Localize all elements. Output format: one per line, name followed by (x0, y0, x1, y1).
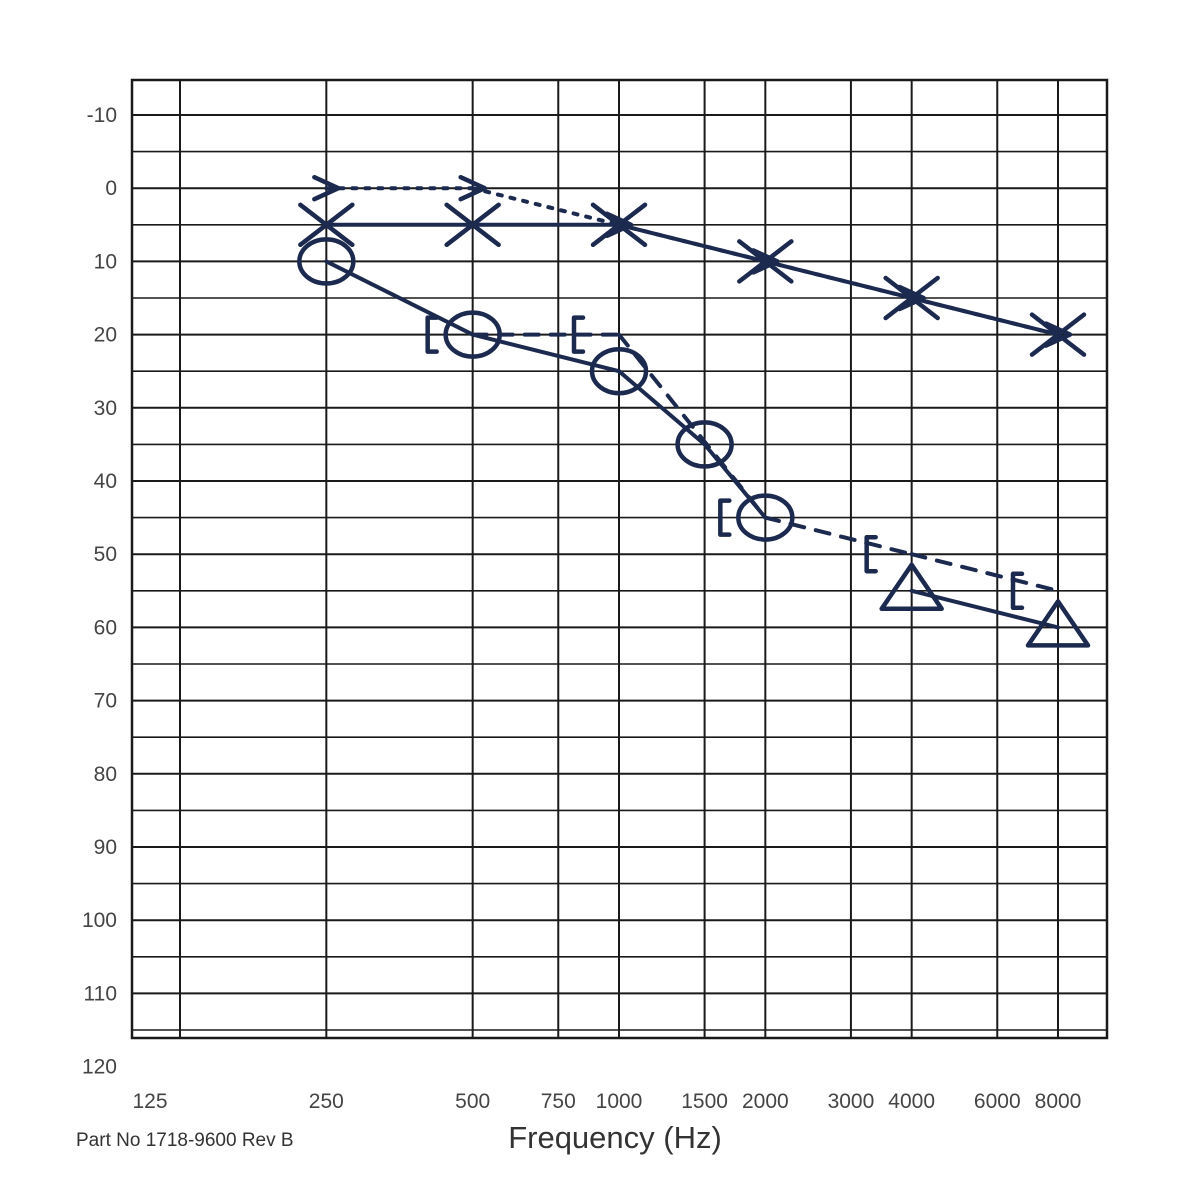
x-tick-label: 6000 (974, 1090, 1021, 1113)
y-tick-label: 10 (94, 250, 117, 273)
gt-marks-point (604, 211, 634, 239)
series-marks (297, 174, 1091, 648)
gt-marks-connector (763, 259, 914, 300)
y-tick-label: 90 (94, 836, 117, 859)
x-tick-labels: 125 250 500 750 1000 1500 2000 3000 4000 6000 8000 (132, 1090, 1081, 1113)
y-tick-label: 60 (94, 616, 117, 639)
x-marks-point (590, 202, 648, 248)
triangle-marks-point (879, 562, 944, 612)
gt-marks-connector (617, 222, 768, 264)
gt-marks-connector (909, 296, 1060, 337)
gt-marks-connector (470, 186, 621, 227)
y-tick-labels: -10 0 10 20 30 40 50 60 70 80 90 100 110 120 (82, 104, 117, 1079)
x-axis-label: Frequency (Hz) (508, 1120, 722, 1155)
x-tick-label: 500 (455, 1090, 490, 1113)
x-marks-point (444, 202, 501, 248)
bracket-marks-point (571, 315, 586, 354)
o-marks-point (589, 346, 649, 396)
grid (132, 80, 1107, 1038)
gt-marks-point (751, 248, 780, 275)
x-marks-point (737, 239, 794, 284)
bracket-marks-point (1010, 571, 1025, 611)
gt-marks-point (312, 174, 341, 202)
y-tick-label: 50 (94, 543, 117, 566)
x-marks-point (1029, 312, 1087, 357)
x-tick-label: 125 (132, 1090, 167, 1113)
x-tick-label: 8000 (1035, 1090, 1082, 1113)
bracket-marks-connector (763, 515, 914, 557)
plot-frame (130, 78, 1109, 1040)
o-marks-connector (617, 369, 707, 447)
y-tick-label: 100 (82, 909, 117, 932)
part-number: Part No 1718-9600 Rev B (76, 1130, 294, 1151)
y-tick-label: 30 (94, 397, 117, 420)
o-marks-point (443, 310, 502, 359)
triangle-marks-point (1025, 599, 1091, 648)
x-tick-label: 250 (309, 1090, 344, 1113)
gt-marks-point (458, 174, 487, 202)
x-tick-label: 4000 (888, 1090, 935, 1113)
bracket-marks-connector (909, 552, 1060, 593)
o-marks-connector (470, 332, 621, 374)
y-tick-label: 120 (82, 1056, 117, 1079)
y-tick-label: 20 (94, 324, 117, 347)
bracket-marks-point (718, 498, 732, 537)
x-tick-label: 2000 (742, 1090, 789, 1113)
gt-marks-point (1043, 321, 1073, 348)
y-tick-label: -10 (87, 104, 117, 127)
o-marks-point (736, 493, 795, 542)
x-tick-label: 1000 (596, 1090, 643, 1113)
bracket-marks-point (425, 315, 439, 354)
gt-marks-point (897, 284, 926, 312)
bracket-marks-point (864, 534, 878, 574)
x-tick-label: 750 (541, 1090, 576, 1113)
x-marks-point (883, 275, 940, 321)
y-tick-label: 110 (84, 982, 117, 1005)
o-marks-point (297, 237, 356, 286)
x-tick-label: 3000 (828, 1090, 875, 1113)
y-tick-label: 80 (94, 763, 117, 786)
x-tick-label: 1500 (681, 1090, 728, 1113)
y-tick-label: 0 (105, 177, 117, 200)
o-marks-point (675, 420, 734, 469)
y-tick-label: 40 (94, 470, 117, 493)
series-lines (324, 186, 1060, 630)
x-marks-point (298, 202, 355, 248)
y-tick-label: 70 (94, 690, 117, 713)
